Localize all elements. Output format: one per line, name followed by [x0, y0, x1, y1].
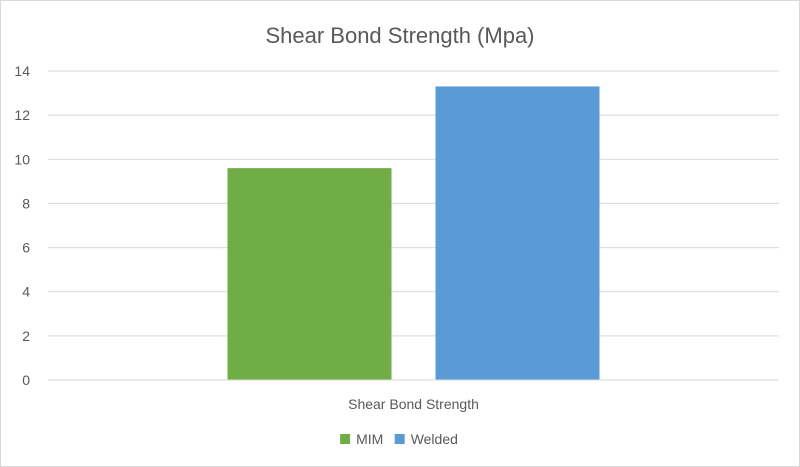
y-axis-ticks: 0 2 4 6 8 10 12 14: [14, 63, 30, 388]
y-tick-label: 14: [14, 63, 30, 79]
y-tick-label: 0: [22, 372, 30, 388]
chart-title: Shear Bond Strength (Mpa): [265, 23, 534, 48]
legend: MIM Welded: [340, 431, 458, 447]
y-tick-label: 4: [22, 284, 30, 300]
legend-swatch-mim: [340, 434, 351, 444]
bar-welded: [435, 86, 600, 380]
y-tick-label: 8: [22, 195, 30, 211]
legend-label-mim: MIM: [356, 431, 383, 447]
y-tick-label: 2: [22, 328, 30, 344]
bars: [227, 86, 600, 380]
legend-swatch-welded: [394, 434, 405, 444]
y-tick-label: 6: [22, 240, 30, 256]
x-axis-categories: Shear Bond Strength: [348, 396, 479, 412]
x-category-label: Shear Bond Strength: [348, 396, 479, 412]
legend-label-welded: Welded: [411, 431, 458, 447]
y-tick-label: 12: [14, 107, 30, 123]
gridlines: [48, 70, 779, 337]
y-tick-label: 10: [14, 151, 30, 167]
bar-mim: [227, 168, 392, 380]
